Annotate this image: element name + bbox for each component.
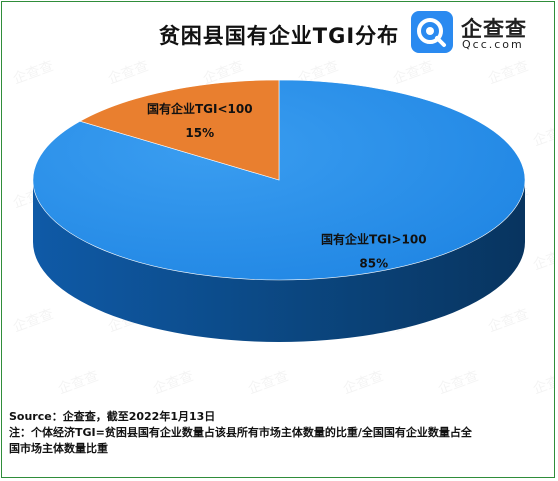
logo-name: 企查查 bbox=[461, 17, 527, 41]
qcc-logo-icon bbox=[411, 11, 453, 53]
pie-slice bbox=[79, 79, 280, 181]
slice-label: 国有企业TGI<100 bbox=[147, 101, 253, 116]
pie-slices-group bbox=[32, 79, 526, 281]
logo-domain: Qcc.com bbox=[462, 38, 524, 51]
chart-title: 贫困县国有企业TGI分布 bbox=[158, 24, 400, 48]
slice-value-label: 85% bbox=[359, 257, 388, 271]
slice-label: 国有企业TGI>100 bbox=[321, 232, 427, 247]
source-text: Source：企查查，截至2022年1月13日 bbox=[9, 410, 216, 423]
brand-logo: 企查查 Qcc.com bbox=[411, 11, 547, 53]
footer-notes: Source：企查查，截至2022年1月13日 注：个体经济TGI=贫困县国有企… bbox=[9, 409, 554, 457]
pie-side-wall bbox=[33, 180, 525, 342]
pie-side-group bbox=[33, 180, 525, 342]
pie-labels-group: 国有企业TGI>100 85% 国有企业TGI<100 15% bbox=[147, 101, 427, 271]
note-line-1: 注：个体经济TGI=贫困县国有企业数量占该县所有市场主体数量的比重/全国国有企业… bbox=[9, 426, 472, 439]
note-line-2: 国市场主体数量比重 bbox=[9, 442, 108, 455]
pie-slice bbox=[32, 79, 526, 281]
slice-value-label: 15% bbox=[185, 126, 214, 140]
